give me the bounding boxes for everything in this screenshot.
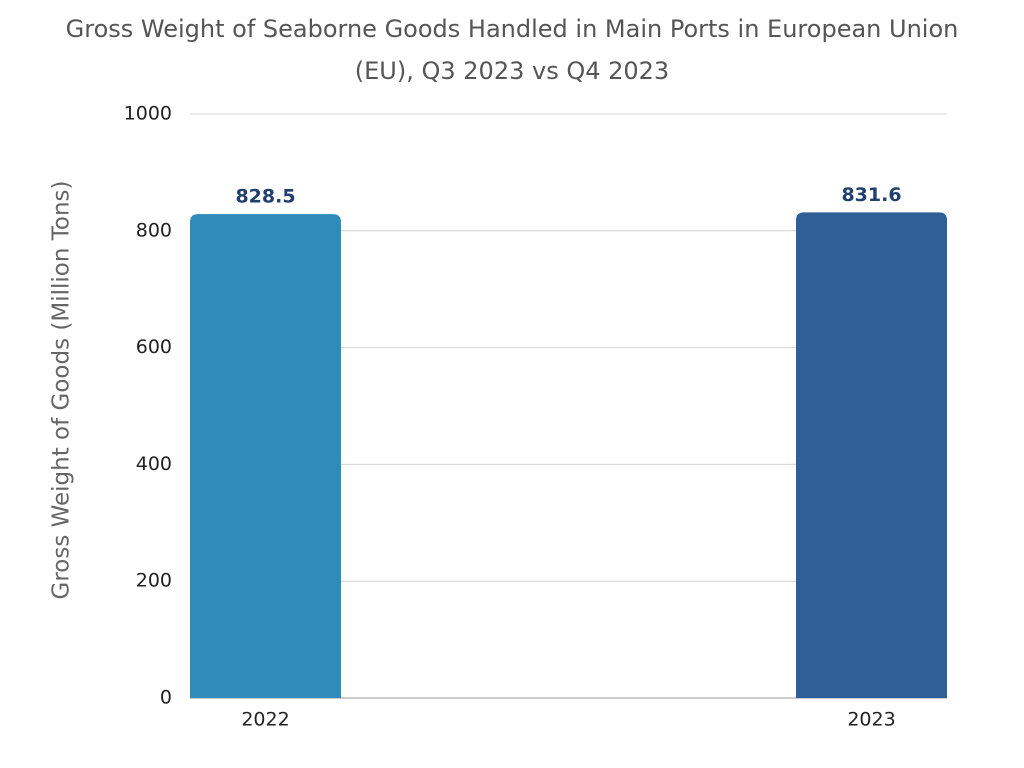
y-tick-label: 200: [136, 570, 172, 592]
bar: [190, 214, 341, 698]
y-tick-label: 0: [160, 687, 172, 709]
y-tick-label: 400: [136, 453, 172, 475]
bar: [796, 212, 947, 699]
x-tick-label: 2022: [241, 709, 289, 731]
y-tick-label: 1000: [124, 103, 172, 125]
y-tick-label: 600: [136, 336, 172, 358]
chart-title: Gross Weight of Seaborne Goods Handled i…: [65, 15, 959, 85]
x-tick-label: 2023: [847, 709, 895, 731]
value-label: 828.5: [235, 186, 295, 208]
value-label: 831.6: [841, 184, 901, 206]
y-axis-label: Gross Weight of Goods (Million Tons): [49, 181, 75, 600]
y-tick-label: 800: [136, 219, 172, 241]
